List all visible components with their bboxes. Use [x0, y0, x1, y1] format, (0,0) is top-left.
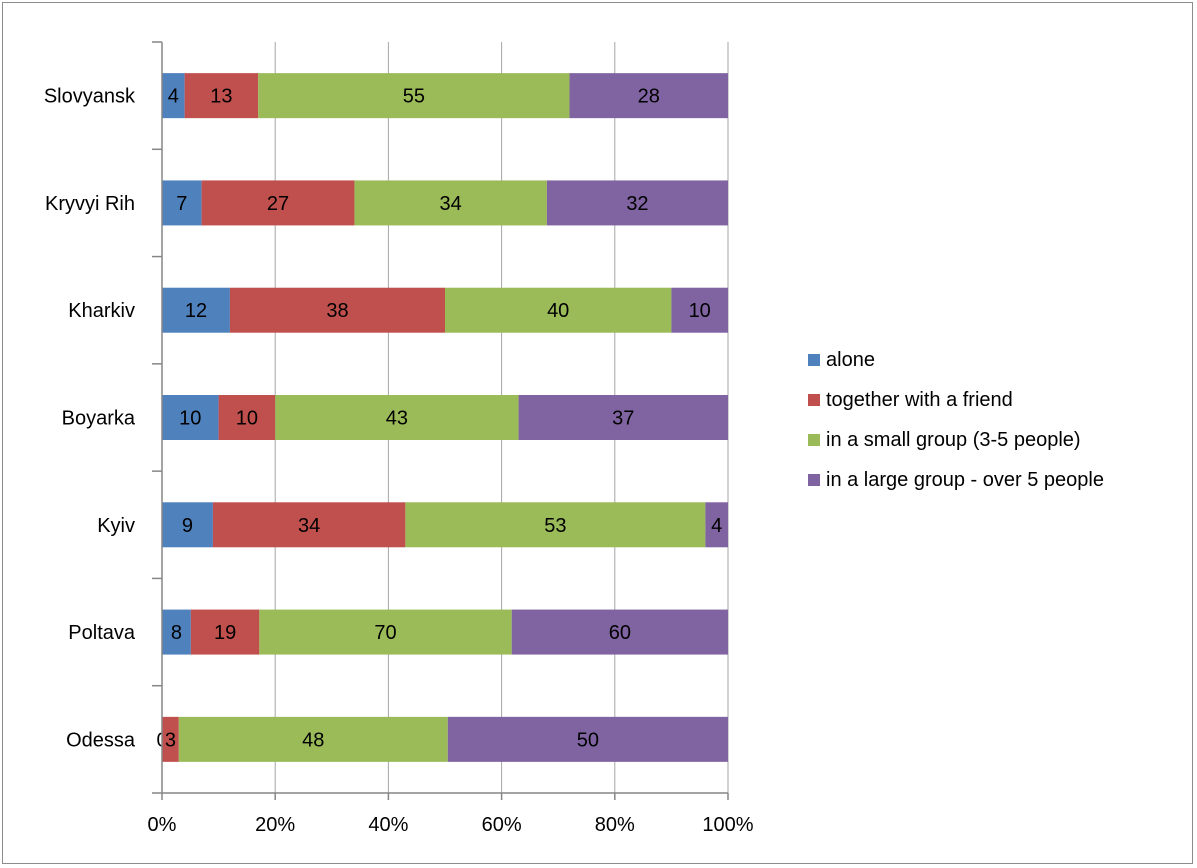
data-label-slovyansk-alone: 4 — [168, 86, 179, 108]
legend-swatch-large-group — [808, 474, 820, 486]
data-label-odessa-together-with-a-friend: 3 — [165, 729, 176, 751]
bar-kyiv-together-with-a-friend — [212, 502, 406, 548]
bar-kryvyi-rih-alone — [162, 180, 202, 226]
data-label-kryvyi-rih-together-with-a-friend: 27 — [267, 193, 289, 215]
bar-kharkiv-alone — [162, 287, 230, 333]
x-tick-label-0: 0% — [148, 814, 177, 836]
bar-slovyansk-together-with-a-friend — [184, 73, 259, 119]
category-label-odessa: Odessa — [66, 729, 136, 751]
legend-swatch-small-group — [808, 434, 820, 446]
bar-kharkiv-in-a-small-group-3-5-people — [445, 287, 672, 333]
legend-swatch-alone — [808, 354, 820, 366]
data-label-kharkiv-in-a-small-group-3-5-people: 40 — [547, 300, 569, 322]
legend-label-large-group: in a large group - over 5 people — [826, 468, 1104, 491]
bar-boyarka-alone — [162, 395, 219, 440]
legend-swatch-together-with-friend — [808, 394, 820, 406]
legend-item-small-group: in a small group (3-5 people) — [808, 428, 1104, 452]
category-label-slovyansk: Slovyansk — [44, 86, 136, 108]
x-tick-label-4: 80% — [595, 814, 635, 836]
legend-item-large-group: in a large group - over 5 people — [808, 468, 1104, 492]
category-label-kryvyi-rih: Kryvyi Rih — [45, 193, 135, 215]
data-label-boyarka-in-a-small-group-3-5-people: 43 — [386, 408, 408, 430]
data-label-odessa-in-a-large-group-over-5-people: 50 — [577, 729, 599, 751]
category-label-kharkiv: Kharkiv — [68, 300, 135, 322]
data-label-kharkiv-together-with-a-friend: 38 — [326, 300, 348, 322]
legend: alone together with a friend in a small … — [808, 348, 1104, 508]
bar-kharkiv-together-with-a-friend — [229, 287, 445, 333]
data-label-poltava-in-a-small-group-3-5-people: 70 — [374, 622, 396, 644]
data-label-kharkiv-alone: 12 — [185, 300, 207, 322]
bar-poltava-alone — [162, 609, 191, 655]
data-label-kryvyi-rih-in-a-small-group-3-5-people: 34 — [440, 193, 462, 215]
data-label-kyiv-in-a-large-group-over-5-people: 4 — [711, 515, 722, 537]
x-tick-label-2: 40% — [368, 814, 408, 836]
category-label-boyarka: Boyarka — [62, 408, 136, 430]
data-label-slovyansk-in-a-small-group-3-5-people: 55 — [403, 86, 425, 108]
x-tick-label-5: 100% — [702, 814, 753, 836]
bar-kyiv-in-a-large-group-over-5-people — [705, 502, 728, 548]
data-label-boyarka-alone: 10 — [179, 408, 201, 430]
bar-odessa-together-with-a-friend — [162, 716, 179, 762]
bar-odessa-in-a-small-group-3-5-people — [178, 716, 448, 762]
bar-kharkiv-in-a-large-group-over-5-people — [671, 287, 728, 333]
bar-boyarka-in-a-small-group-3-5-people — [275, 395, 519, 440]
data-label-kyiv-in-a-small-group-3-5-people: 53 — [544, 515, 566, 537]
bar-poltava-together-with-a-friend — [190, 609, 260, 655]
bar-boyarka-in-a-large-group-over-5-people — [518, 395, 728, 440]
x-tick-label-1: 20% — [255, 814, 295, 836]
data-label-poltava-alone: 8 — [171, 622, 182, 644]
bar-kyiv-in-a-small-group-3-5-people — [405, 502, 706, 548]
bar-kryvyi-rih-together-with-a-friend — [201, 180, 355, 226]
data-label-kryvyi-rih-in-a-large-group-over-5-people: 32 — [626, 193, 648, 215]
bar-slovyansk-in-a-small-group-3-5-people — [258, 73, 570, 119]
bar-kryvyi-rih-in-a-small-group-3-5-people — [354, 180, 547, 226]
bar-kryvyi-rih-in-a-large-group-over-5-people — [546, 180, 728, 226]
data-label-kharkiv-in-a-large-group-over-5-people: 10 — [689, 300, 711, 322]
category-label-poltava: Poltava — [68, 622, 136, 644]
data-label-poltava-together-with-a-friend: 19 — [214, 622, 236, 644]
data-label-slovyansk-in-a-large-group-over-5-people: 28 — [638, 86, 660, 108]
bar-odessa-in-a-large-group-over-5-people — [447, 716, 728, 762]
bar-boyarka-together-with-a-friend — [218, 395, 276, 440]
bar-kyiv-alone — [162, 502, 213, 548]
data-label-slovyansk-together-with-a-friend: 13 — [210, 86, 232, 108]
bar-slovyansk-in-a-large-group-over-5-people — [569, 73, 728, 119]
data-label-kyiv-alone: 9 — [182, 515, 193, 537]
legend-item-alone: alone — [808, 348, 1104, 372]
data-label-kryvyi-rih-alone: 7 — [176, 193, 187, 215]
bar-slovyansk-alone — [162, 73, 185, 119]
data-label-poltava-in-a-large-group-over-5-people: 60 — [609, 622, 631, 644]
bar-poltava-in-a-small-group-3-5-people — [259, 609, 512, 655]
data-label-boyarka-in-a-large-group-over-5-people: 37 — [612, 408, 634, 430]
data-label-odessa-in-a-small-group-3-5-people: 48 — [302, 729, 324, 751]
legend-label-alone: alone — [826, 348, 875, 371]
legend-label-small-group: in a small group (3-5 people) — [826, 428, 1081, 451]
bar-poltava-in-a-large-group-over-5-people — [511, 609, 728, 655]
legend-label-together-with-friend: together with a friend — [826, 388, 1013, 411]
legend-item-together-with-friend: together with a friend — [808, 388, 1104, 412]
data-label-boyarka-together-with-a-friend: 10 — [236, 408, 258, 430]
x-tick-label-3: 60% — [482, 814, 522, 836]
data-label-kyiv-together-with-a-friend: 34 — [298, 515, 320, 537]
category-label-kyiv: Kyiv — [97, 515, 135, 537]
